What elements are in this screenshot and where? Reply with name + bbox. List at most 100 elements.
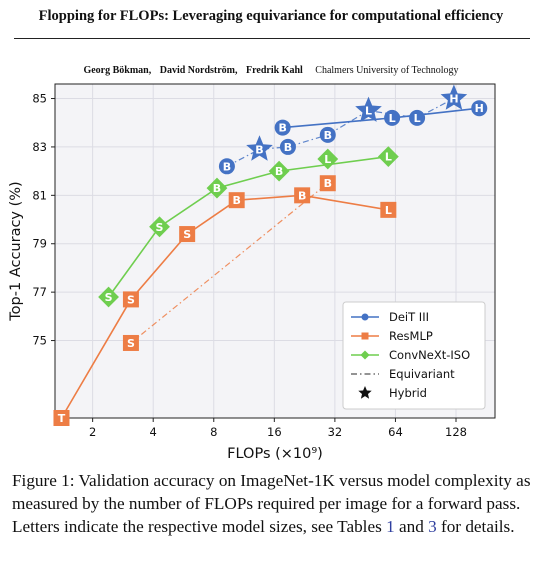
data-point: L xyxy=(377,146,399,168)
legend-marker xyxy=(358,386,372,399)
marker-shape xyxy=(361,313,369,321)
model-size-letter: L xyxy=(414,112,421,125)
marker-shape xyxy=(355,96,382,122)
data-point: B xyxy=(228,192,245,209)
marker-shape xyxy=(279,138,296,155)
legend-entry: Equivariant xyxy=(351,367,455,381)
legend-entry: ResMLP xyxy=(351,329,433,343)
marker-shape xyxy=(268,160,290,182)
x-tick-label: 32 xyxy=(328,425,343,439)
data-point: B xyxy=(274,119,291,136)
marker-shape xyxy=(440,84,468,110)
legend-marker xyxy=(361,332,369,340)
table-reference-link[interactable]: 1 xyxy=(386,517,395,536)
y-tick-label: 77 xyxy=(32,285,47,299)
marker-shape xyxy=(122,291,139,308)
model-size-letter: B xyxy=(213,182,221,195)
data-point: B xyxy=(206,177,228,199)
model-size-letter: S xyxy=(156,221,164,234)
model-size-letter: S xyxy=(127,293,135,306)
model-size-letter: B xyxy=(275,165,283,178)
marker-shape xyxy=(471,100,488,117)
equivariant-point: L xyxy=(317,148,339,170)
marker-shape xyxy=(53,410,70,426)
x-tick-label: 64 xyxy=(388,425,403,439)
model-size-letter: L xyxy=(385,151,392,164)
caption-text: for details. xyxy=(436,517,515,536)
equivariant-point: S xyxy=(122,334,139,351)
series-line xyxy=(60,194,389,419)
equivariant-point: B xyxy=(319,175,336,192)
data-point: S xyxy=(98,286,119,308)
y-tick-label: 81 xyxy=(32,188,47,202)
data-point: T xyxy=(53,410,70,426)
model-size-letter: B xyxy=(223,160,231,173)
marker-shape xyxy=(149,216,170,238)
marker-shape xyxy=(319,126,336,143)
legend-entry: Hybrid xyxy=(358,386,427,400)
equivariant-point: B xyxy=(279,138,296,155)
equivariant-point: B xyxy=(319,126,336,143)
marker-shape xyxy=(179,226,196,243)
x-axis-label: FLOPs (×10⁹) xyxy=(227,446,323,462)
model-size-letter: B xyxy=(298,189,306,202)
data-point: S xyxy=(179,226,196,243)
table-reference-link[interactable]: 3 xyxy=(428,517,437,536)
chart-legend: DeiT III ResMLP ConvNeXt-ISO Equivariant Hyb… xyxy=(342,301,486,410)
legend-box xyxy=(342,301,486,410)
model-size-letter: L xyxy=(385,204,392,217)
marker-shape xyxy=(384,109,401,126)
model-size-letter: B xyxy=(324,177,332,190)
equivariant-point: L xyxy=(409,109,426,126)
hybrid-point: L xyxy=(355,96,382,122)
data-point: L xyxy=(384,109,401,126)
data-point: S xyxy=(122,291,139,308)
equivariant-line xyxy=(130,182,329,344)
data-point: B xyxy=(268,160,290,182)
model-size-letter: S xyxy=(105,291,113,304)
x-tick-label: 2 xyxy=(89,425,96,439)
legend-marker xyxy=(360,350,370,360)
legend-label: Equivariant xyxy=(389,367,455,381)
hybrid-point: H xyxy=(440,84,468,110)
x-tick-label: 8 xyxy=(210,425,217,439)
marker-shape xyxy=(122,334,139,351)
x-tick-label: 16 xyxy=(267,425,282,439)
marker-shape xyxy=(317,148,339,170)
model-size-letter: H xyxy=(475,102,484,115)
model-size-letter: B xyxy=(232,194,240,207)
x-axis-ticks: 2 4 8 16 32 64 128 xyxy=(89,418,467,439)
marker-shape xyxy=(206,177,228,199)
data-point: S xyxy=(149,216,170,238)
legend-label: DeiT III xyxy=(389,310,429,324)
model-size-letter: S xyxy=(183,228,191,241)
model-size-letter: B xyxy=(284,141,292,154)
title-rule xyxy=(14,38,530,39)
model-size-letter: B xyxy=(278,122,286,135)
model-size-letter: L xyxy=(324,153,331,166)
marker-shape xyxy=(319,175,336,192)
author-line: Georg Bökman, David Nordström, Fredrik K… xyxy=(0,65,542,76)
y-tick-label: 79 xyxy=(32,237,47,251)
y-axis-ticks: 75 77 79 81 83 85 xyxy=(32,92,55,348)
affiliation: Chalmers University of Technology xyxy=(315,65,459,76)
marker-shape xyxy=(377,146,399,168)
legend-entry: ConvNeXt-ISO xyxy=(351,348,470,362)
marker-shape xyxy=(274,119,291,136)
x-tick-label: 4 xyxy=(150,425,157,439)
author-name: Fredrik Kahl xyxy=(246,65,303,76)
author-name: Georg Bökman, xyxy=(83,65,152,76)
x-tick-label: 128 xyxy=(445,425,467,439)
legend-marker xyxy=(361,313,369,321)
marker-shape xyxy=(294,187,311,204)
data-point: L xyxy=(380,201,397,218)
model-size-letter: T xyxy=(58,412,66,425)
legend-label: ResMLP xyxy=(389,329,433,343)
legend-label: Hybrid xyxy=(389,386,427,400)
y-axis-label: Top-1 Accuracy (%) xyxy=(8,181,24,321)
legend-label: ConvNeXt-ISO xyxy=(389,348,470,362)
data-point: B xyxy=(294,187,311,204)
plot-frame xyxy=(54,83,496,419)
equivariant-point: B xyxy=(218,158,235,175)
